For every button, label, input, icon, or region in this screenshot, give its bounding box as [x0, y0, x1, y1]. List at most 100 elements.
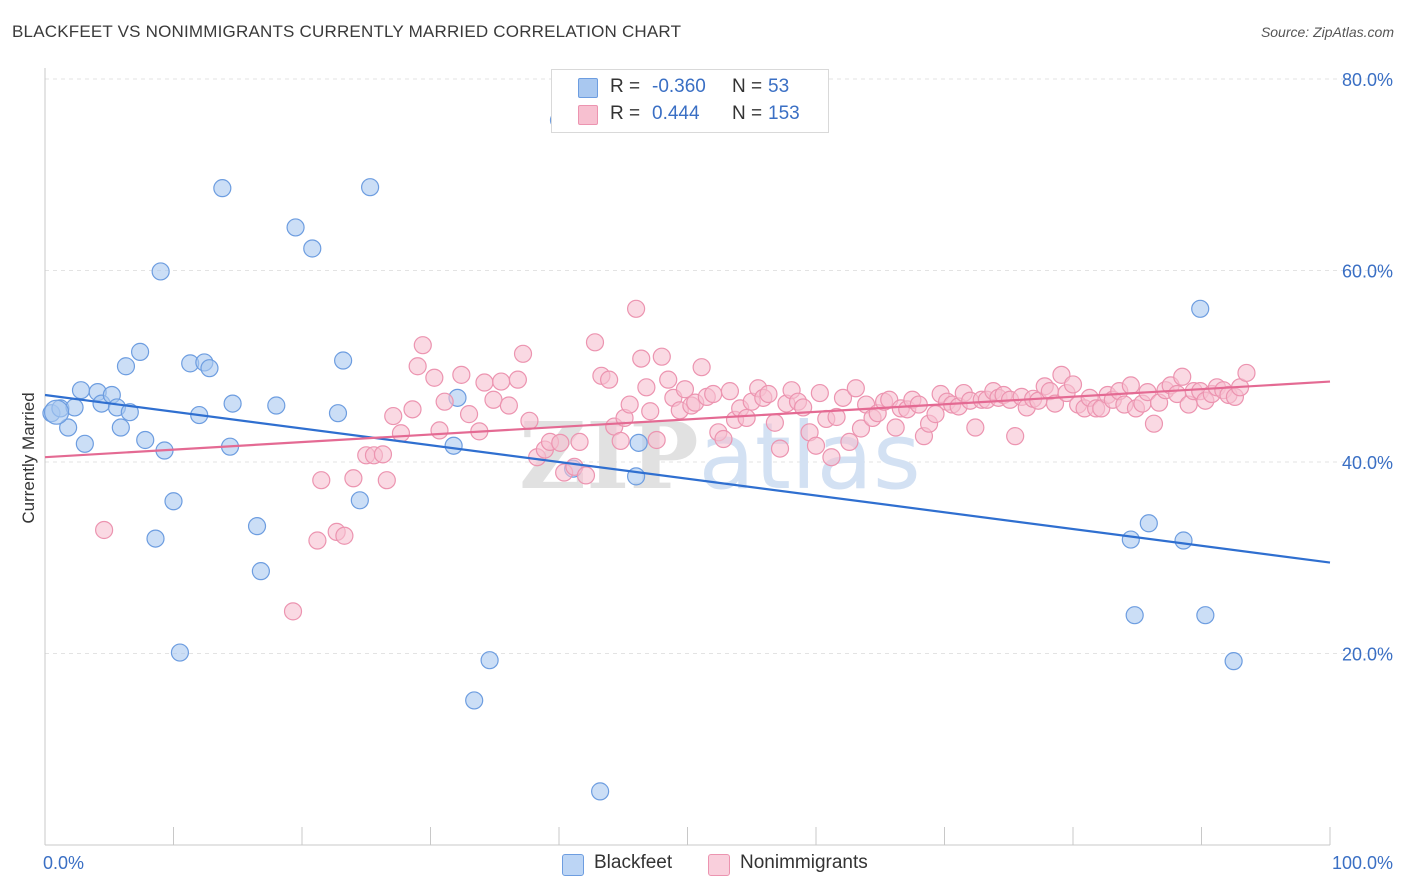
point-nonimmigrants	[344, 469, 363, 488]
point-nonimmigrants	[806, 436, 826, 455]
point-nonimmigrants	[1006, 427, 1025, 446]
point-nonimmigrants	[620, 395, 639, 414]
point-nonimmigrants	[659, 370, 678, 389]
point-nonimmigrants	[759, 384, 778, 404]
point-nonimmigrants	[585, 333, 605, 352]
point-blackfeet	[591, 782, 610, 801]
y-axis-label: Currently Married	[19, 392, 38, 523]
point-blackfeet	[130, 342, 150, 361]
point-nonimmigrants	[704, 384, 723, 404]
legend-label-blackfeet: Blackfeet	[594, 852, 673, 873]
point-nonimmigrants	[626, 299, 646, 318]
point-nonimmigrants	[312, 471, 331, 490]
point-nonimmigrants	[459, 405, 479, 424]
point-nonimmigrants	[1063, 375, 1083, 394]
point-nonimmigrants	[822, 448, 841, 467]
point-blackfeet	[164, 492, 183, 511]
y-tick-label: 40.0%	[1342, 453, 1393, 473]
y-tick-label: 80.0%	[1342, 70, 1393, 90]
point-nonimmigrants	[484, 390, 503, 409]
point-blackfeet	[350, 491, 369, 510]
point-nonimmigrants	[335, 526, 354, 545]
y-tick-label: 20.0%	[1342, 645, 1393, 665]
point-nonimmigrants	[1237, 363, 1256, 383]
y-tick-label: 60.0%	[1342, 262, 1393, 282]
point-blackfeet	[170, 643, 190, 662]
point-nonimmigrants	[403, 400, 422, 419]
point-blackfeet	[303, 239, 322, 258]
point-blackfeet	[1224, 652, 1243, 671]
point-nonimmigrants	[425, 368, 444, 387]
point-blackfeet	[111, 418, 130, 437]
point-nonimmigrants	[765, 413, 784, 432]
point-blackfeet	[465, 691, 484, 710]
point-blackfeet	[116, 357, 136, 376]
x-tick-label: 100.0%	[1332, 853, 1393, 873]
point-blackfeet	[213, 179, 232, 198]
point-nonimmigrants	[692, 358, 711, 377]
point-nonimmigrants	[570, 432, 589, 451]
point-nonimmigrants	[1045, 394, 1065, 413]
legend-row-blackfeet: R = -0.360 N = 53	[552, 74, 828, 100]
point-nonimmigrants	[283, 602, 303, 621]
legend-swatch-nonimmigrants	[578, 105, 598, 125]
legend-label-nonimmigrants: Nonimmigrants	[740, 852, 868, 873]
point-blackfeet	[59, 418, 78, 437]
point-nonimmigrants	[737, 408, 756, 428]
legend-row-nonimmigrants: R = 0.444 N = 153	[552, 101, 828, 127]
point-nonimmigrants	[632, 349, 651, 368]
point-blackfeet	[1196, 606, 1215, 625]
point-blackfeet	[286, 218, 305, 237]
legend-n-label: N =	[732, 103, 763, 124]
point-blackfeet	[1121, 530, 1140, 549]
point-nonimmigrants	[966, 418, 985, 437]
point-nonimmigrants	[600, 370, 619, 389]
point-blackfeet	[629, 433, 648, 452]
point-nonimmigrants	[641, 402, 660, 421]
point-blackfeet	[1174, 531, 1193, 550]
point-nonimmigrants	[95, 520, 114, 540]
legend-swatch-blackfeet	[562, 854, 584, 876]
point-nonimmigrants	[714, 429, 733, 449]
legend-swatch-nonimmigrants	[708, 854, 730, 876]
point-blackfeet	[223, 394, 242, 413]
point-nonimmigrants	[475, 373, 494, 392]
point-nonimmigrants	[413, 336, 432, 355]
legend-r-label: R =	[610, 76, 641, 97]
legend-r-value: -0.360	[652, 76, 706, 97]
point-nonimmigrants	[430, 421, 449, 440]
point-nonimmigrants	[492, 372, 511, 391]
point-nonimmigrants	[576, 466, 596, 485]
point-nonimmigrants	[827, 407, 846, 427]
point-nonimmigrants	[408, 357, 427, 376]
point-nonimmigrants	[675, 380, 695, 399]
point-blackfeet	[444, 436, 463, 455]
point-blackfeet	[71, 381, 91, 400]
point-blackfeet	[361, 178, 380, 197]
legend-n-value: 53	[768, 76, 790, 97]
point-blackfeet	[120, 403, 139, 422]
legend-n-value: 153	[768, 103, 800, 124]
point-blackfeet	[136, 430, 155, 450]
point-nonimmigrants	[637, 378, 656, 397]
legend-r-value: 0.444	[652, 103, 700, 124]
point-nonimmigrants	[1144, 414, 1164, 433]
legend-r-label: R =	[610, 103, 641, 124]
point-blackfeet	[251, 562, 270, 581]
point-nonimmigrants	[1173, 367, 1192, 386]
point-nonimmigrants	[840, 432, 859, 451]
point-nonimmigrants	[720, 382, 740, 401]
x-tick-label: 0.0%	[43, 853, 84, 873]
point-nonimmigrants	[435, 392, 454, 411]
legend-correlation: R = -0.360 N = 53 R = 0.444 N = 153	[551, 69, 829, 133]
point-nonimmigrants	[308, 531, 327, 550]
point-blackfeet	[1191, 299, 1210, 318]
point-nonimmigrants	[384, 406, 403, 426]
point-nonimmigrants	[833, 388, 853, 407]
point-nonimmigrants	[373, 445, 393, 464]
legend-n-label: N =	[732, 76, 763, 97]
point-nonimmigrants	[513, 344, 533, 363]
point-nonimmigrants	[551, 433, 570, 452]
point-nonimmigrants	[1121, 376, 1140, 395]
